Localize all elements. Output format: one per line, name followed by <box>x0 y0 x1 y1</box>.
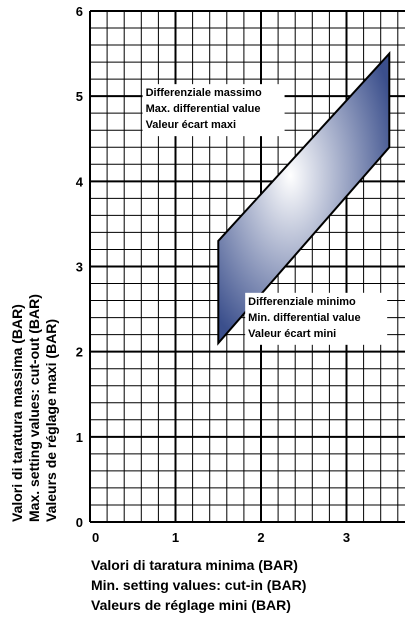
x-tick-label: 2 <box>257 530 264 545</box>
annotation-box-max-differential <box>142 84 285 137</box>
y-axis-label: Valeurs de réglage maxi (BAR) <box>43 319 59 522</box>
y-tick-label: 5 <box>76 89 83 104</box>
annotation-box-min-differential <box>245 292 388 345</box>
annotation-line-max-differential: Max. differential value <box>146 103 261 115</box>
annotation-line-min-differential: Valeur écart mini <box>248 328 336 340</box>
x-tick-label: 1 <box>172 530 179 545</box>
y-tick-label: 0 <box>76 515 83 530</box>
y-tick-label: 6 <box>76 4 83 19</box>
annotation-line-min-differential: Min. differential value <box>248 312 360 324</box>
y-tick-label: 3 <box>76 259 83 274</box>
differential-polygon <box>217 51 391 346</box>
annotation-line-max-differential: Valeur écart maxi <box>146 119 237 131</box>
annotation-line-max-differential: Differenziale massimo <box>146 87 262 99</box>
x-axis-label: Min. setting values: cut-in (BAR) <box>91 577 306 593</box>
x-axis-label: Valeurs de réglage mini (BAR) <box>91 597 291 613</box>
tick-labels: 012340123456 <box>76 4 350 545</box>
axis-labels: Valori di taratura minima (BAR) Min. sett… <box>9 294 306 613</box>
y-tick-label: 1 <box>76 430 83 445</box>
x-tick-label: 3 <box>343 530 350 545</box>
y-axis-label: Valori di taratura massima (BAR) <box>9 304 25 522</box>
annotation-line-min-differential: Differenziale minimo <box>248 296 356 308</box>
x-axis-label: Valori di taratura minima (BAR) <box>91 557 298 573</box>
x-tick-label: 0 <box>92 530 99 545</box>
y-axis-label: Max. setting values: cut-out (BAR) <box>26 294 42 522</box>
y-tick-label: 4 <box>76 174 84 189</box>
annotations: Differenziale massimo Max. differential v… <box>142 84 388 345</box>
differential-area <box>217 51 391 346</box>
y-tick-label: 2 <box>76 345 83 360</box>
